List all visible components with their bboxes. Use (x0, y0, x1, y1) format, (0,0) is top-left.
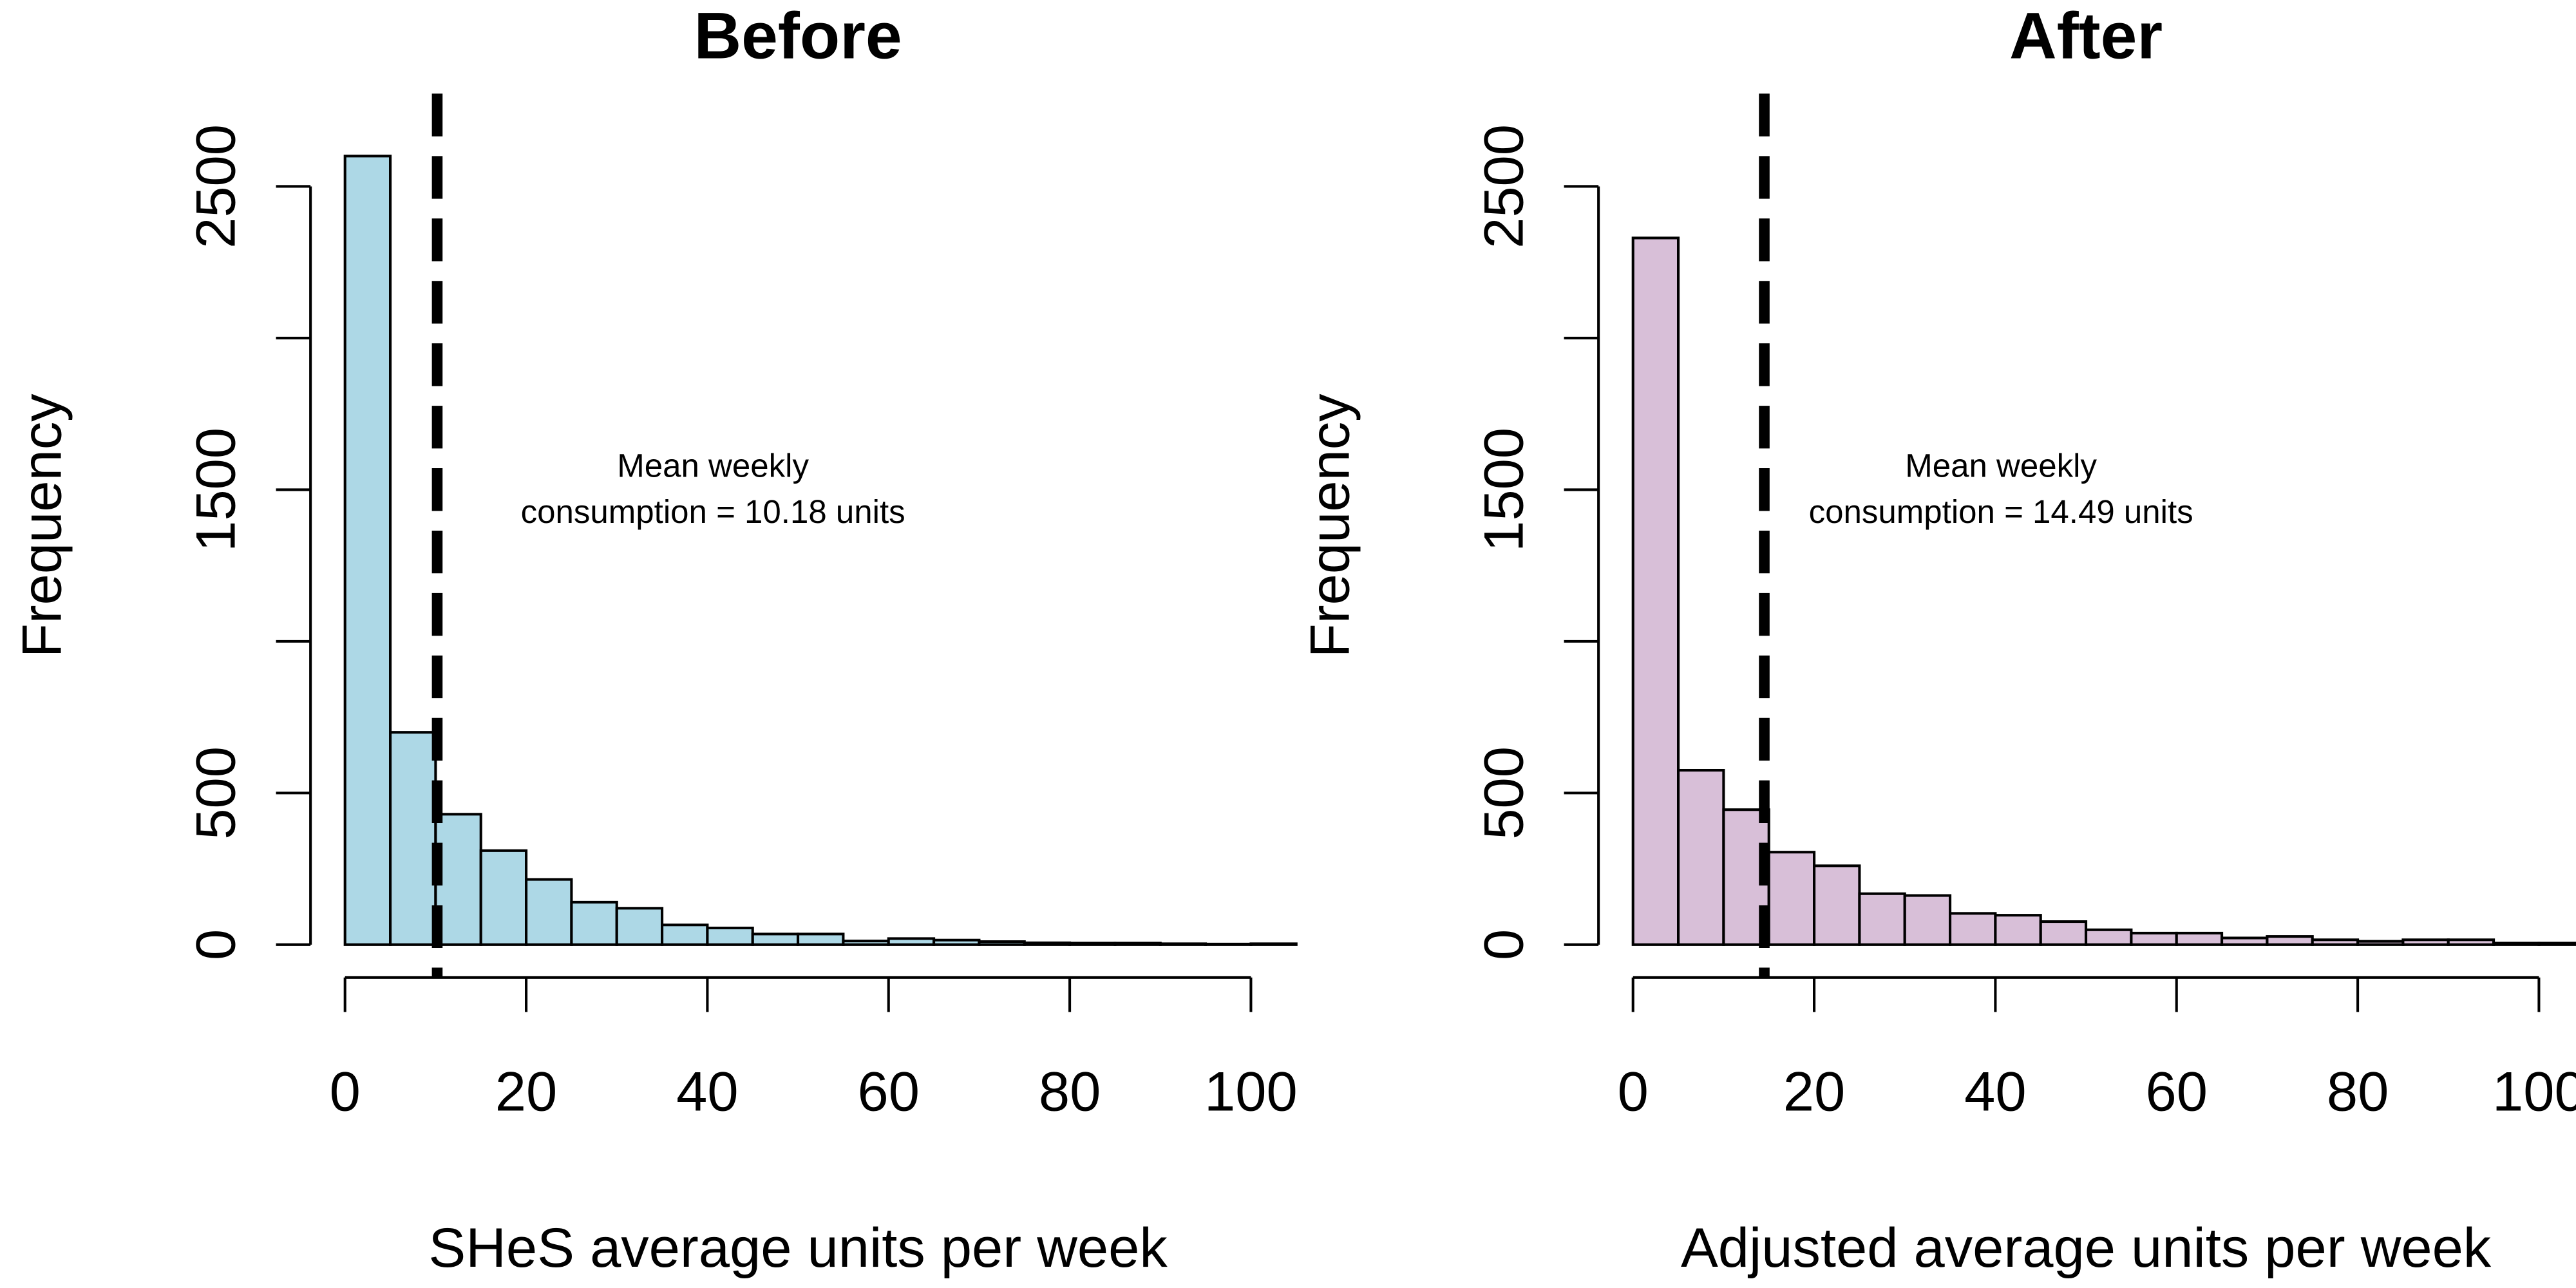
histogram-bar (1204, 942, 1253, 946)
x-tick-label: 0 (330, 1060, 361, 1122)
x-tick-label: 20 (1783, 1060, 1845, 1122)
x-axis-label: SHeS average units per week (428, 1217, 1168, 1279)
y-tick-label: 1500 (185, 428, 247, 552)
x-tick-label: 40 (676, 1060, 738, 1122)
annotation: consumption = 10.18 units (521, 493, 905, 530)
x-tick-label: 20 (495, 1060, 557, 1122)
x-tick-label: 100 (2492, 1060, 2576, 1122)
histogram-bar (1903, 894, 1952, 946)
histogram-bar (479, 849, 528, 946)
x-tick-label: 80 (1039, 1060, 1101, 1122)
histogram-bar (2537, 942, 2576, 946)
histogram-bar (1677, 768, 1725, 946)
histogram-bar (842, 940, 890, 946)
x-tick-label: 0 (1618, 1060, 1649, 1122)
x-tick-label: 40 (1964, 1060, 2026, 1122)
y-tick-label: 2500 (1473, 124, 1535, 249)
chart-title: After (2009, 0, 2163, 73)
y-axis-label: Frequency (10, 393, 73, 658)
histogram-bar (343, 155, 392, 946)
histogram-bar (2401, 938, 2450, 946)
histogram-bar (1858, 892, 1906, 946)
histogram-bar (2266, 935, 2314, 946)
histogram-bar (2311, 938, 2360, 946)
histogram-bar (1113, 942, 1162, 946)
histogram-bar (389, 731, 437, 946)
histogram-bar (751, 933, 800, 946)
y-tick-label: 500 (1473, 746, 1535, 840)
histogram-bar (2492, 942, 2541, 946)
histogram-bar (1023, 941, 1072, 946)
histogram-bar (1767, 851, 1816, 946)
y-tick-label: 0 (185, 929, 247, 960)
y-tick-label: 500 (185, 746, 247, 840)
x-tick-label: 60 (2146, 1060, 2208, 1122)
annotation: Mean weekly (617, 448, 809, 484)
annotation: consumption = 14.49 units (1809, 493, 2193, 530)
x-axis-label: Adjusted average units per week (1681, 1217, 2492, 1279)
histogram-bar (933, 938, 981, 946)
histogram-bar (2356, 940, 2405, 946)
y-tick-label: 2500 (185, 124, 247, 249)
histogram-bar (2130, 931, 2178, 946)
y-axis-label: Frequency (1298, 393, 1361, 658)
histogram-bar (887, 937, 936, 946)
y-tick-label: 0 (1473, 929, 1535, 960)
histogram-bar (615, 907, 664, 946)
histogram-bar (706, 926, 754, 946)
chart-title: Before (694, 0, 902, 73)
histogram-bar (1994, 914, 2042, 946)
histogram-bar (1631, 236, 1680, 946)
histogram-bar (1249, 942, 1298, 946)
histogram-bar (2085, 928, 2133, 946)
histogram-bar (2039, 920, 2088, 946)
histogram-bar (1813, 864, 1861, 946)
x-tick-label: 60 (858, 1060, 920, 1122)
histogram-bar (1949, 912, 1997, 946)
histogram-bar (525, 878, 573, 946)
histogram-bar (2221, 936, 2269, 946)
y-tick-label: 1500 (1473, 428, 1535, 552)
histogram-bar (978, 940, 1026, 946)
histogram-bar (1159, 942, 1208, 946)
annotation: Mean weekly (1905, 448, 2097, 484)
x-tick-label: 100 (1204, 1060, 1298, 1122)
histogram-bar (570, 900, 618, 946)
x-tick-label: 80 (2327, 1060, 2389, 1122)
histogram-bar (2447, 938, 2496, 946)
histogram-bar (2175, 931, 2224, 946)
histogram-bar (661, 923, 709, 946)
histogram-bar (797, 933, 845, 946)
histogram-bar (1068, 942, 1117, 946)
